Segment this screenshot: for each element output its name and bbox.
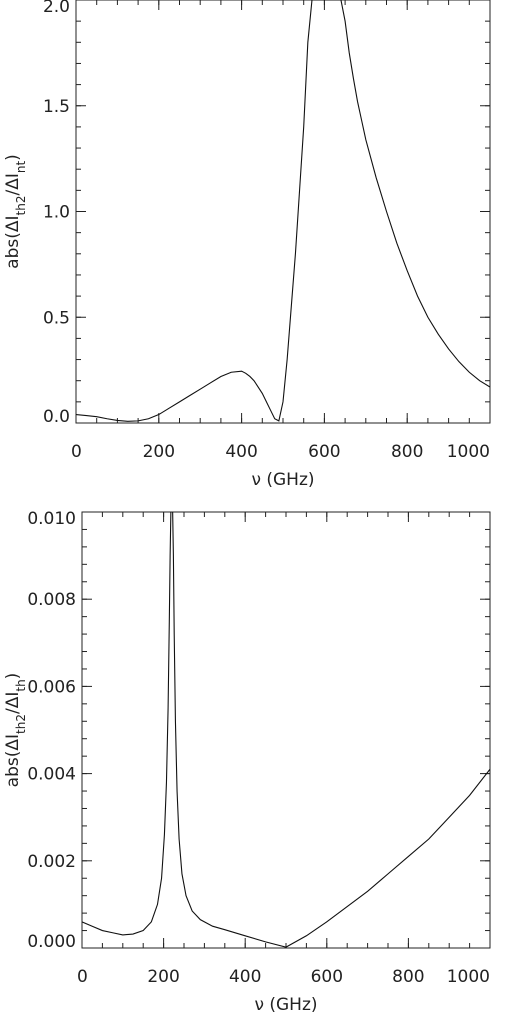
y-tick-label: 0.010 (27, 509, 76, 529)
series-line (82, 512, 490, 948)
y-tick-label: 0.5 (43, 308, 70, 328)
y-tick-label: 0.006 (27, 677, 76, 697)
y-tick-label: 1.5 (43, 97, 70, 117)
y-tick-label: 0.0 (43, 407, 70, 427)
y-axis-label: abs(ΔIth2/ΔIth) (3, 673, 28, 788)
x-tick-label: 400 (229, 967, 261, 987)
top-plot: 0 200 400 600 800 1000 0.0 0.5 1.0 1.5 2.0 ν (GHz) a… (3, 0, 491, 490)
x-tick-label: 800 (391, 442, 423, 462)
x-tick-label: 800 (392, 967, 424, 987)
y-tick-label: 0.000 (27, 932, 76, 952)
x-tick-label: 200 (147, 967, 179, 987)
y-tick-label: 0.002 (27, 852, 76, 872)
x-tick-label: 400 (225, 442, 257, 462)
bottom-plot: 0 200 400 600 800 1000 0.000 0.002 0.004 0.006 0.0… (3, 509, 491, 1015)
x-tick-label: 600 (311, 967, 343, 987)
x-tick-label: 600 (308, 442, 340, 462)
y-tick-label: 2.0 (43, 0, 70, 17)
y-axis-label: abs(ΔIth2/ΔInt) (3, 154, 28, 269)
plot-frame (81, 511, 491, 949)
x-tick-label: 1000 (447, 967, 490, 987)
x-tick-label: 0 (77, 967, 88, 987)
plot-frame (75, 0, 491, 424)
y-tick-label: 1.0 (43, 203, 70, 223)
x-axis-label: ν (GHz) (254, 995, 317, 1015)
y-tick-label: 0.008 (27, 590, 76, 610)
x-tick-label: 1000 (447, 442, 490, 462)
x-tick-label: 200 (143, 442, 175, 462)
series-line (76, 0, 490, 422)
x-tick-label: 0 (71, 442, 82, 462)
y-tick-label: 0.004 (27, 765, 76, 785)
x-axis-label: ν (GHz) (251, 470, 314, 490)
